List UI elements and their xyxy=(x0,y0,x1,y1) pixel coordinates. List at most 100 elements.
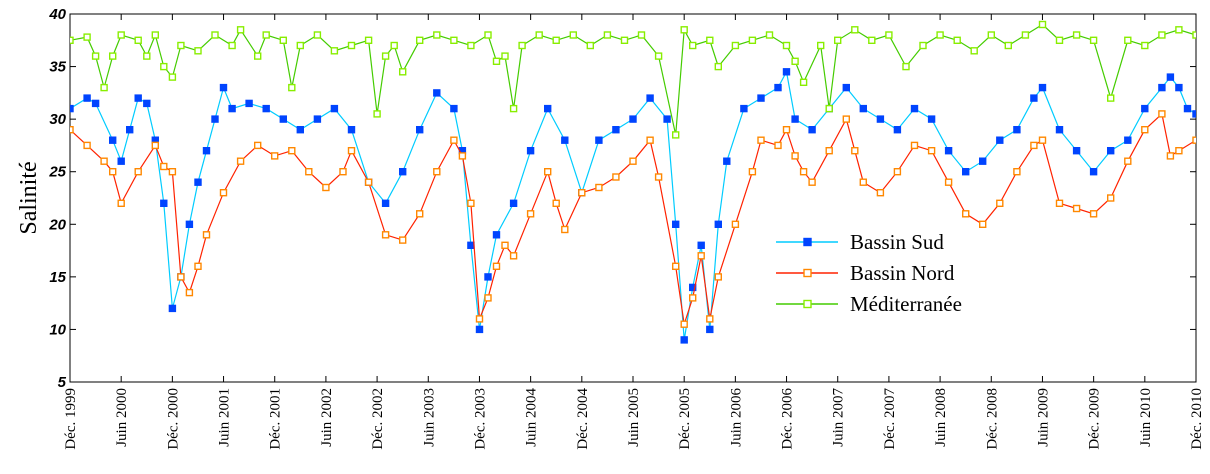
x-tick: Juin 2008 xyxy=(933,14,949,447)
data-point xyxy=(458,152,467,160)
data-point xyxy=(791,152,799,160)
data-point xyxy=(433,31,441,39)
x-tick-label: Juin 2005 xyxy=(626,388,642,447)
data-point xyxy=(347,146,356,155)
data-point xyxy=(194,47,202,55)
data-point xyxy=(305,167,313,176)
data-point xyxy=(944,146,953,155)
data-point xyxy=(1192,31,1196,39)
data-point xyxy=(569,31,577,39)
data-point xyxy=(748,36,757,44)
data-point xyxy=(117,31,125,39)
data-point xyxy=(706,315,714,323)
x-tick-label: Déc. 2009 xyxy=(1087,388,1103,450)
data-point xyxy=(202,231,211,239)
x-tick-label: Juin 2004 xyxy=(524,388,540,447)
data-point xyxy=(689,283,697,292)
data-point xyxy=(765,31,774,39)
data-point xyxy=(962,167,970,176)
x-tick: Déc. 2002 xyxy=(370,14,386,450)
data-point xyxy=(603,31,612,39)
x-tick: Juin 2004 xyxy=(524,14,540,447)
data-point xyxy=(467,199,475,208)
x-tick-label: Déc. 2000 xyxy=(165,388,181,450)
data-point xyxy=(595,136,603,144)
legend-entry: Méditerranée xyxy=(776,292,962,316)
data-point xyxy=(322,183,330,192)
legend-label: Bassin Nord xyxy=(850,261,955,285)
data-point xyxy=(868,36,876,44)
data-point xyxy=(185,220,194,229)
data-point xyxy=(654,52,663,60)
data-point xyxy=(245,99,253,108)
data-point xyxy=(1158,31,1166,39)
data-point xyxy=(910,104,919,113)
data-point xyxy=(160,62,168,71)
x-tick: Déc. 2003 xyxy=(472,14,488,450)
data-point xyxy=(851,146,859,155)
data-point xyxy=(83,141,91,150)
data-point xyxy=(1158,83,1166,92)
x-tick: Juin 2001 xyxy=(217,14,233,447)
data-point xyxy=(706,325,714,334)
y-tick-label: 10 xyxy=(49,321,66,338)
data-point xyxy=(253,141,262,150)
x-tick-label: Déc. 2003 xyxy=(472,388,488,450)
data-point xyxy=(1055,199,1064,208)
x-tick-label: Juin 2007 xyxy=(831,388,847,447)
data-point xyxy=(706,36,714,44)
data-point xyxy=(697,252,705,260)
data-point xyxy=(143,52,151,60)
data-point xyxy=(910,141,919,150)
data-point xyxy=(347,41,356,50)
data-point xyxy=(228,104,236,113)
data-point xyxy=(364,36,373,44)
data-point xyxy=(143,99,151,108)
data-point xyxy=(774,141,782,150)
data-point xyxy=(236,26,245,34)
data-point xyxy=(672,262,680,270)
data-point xyxy=(672,131,680,139)
x-tick: Déc. 2010 xyxy=(1189,14,1205,450)
y-tick-label: 15 xyxy=(49,269,66,286)
x-tick: Déc. 2001 xyxy=(268,14,284,450)
x-tick: Juin 2003 xyxy=(421,14,437,447)
data-point xyxy=(177,41,185,50)
data-point xyxy=(91,99,100,108)
y-tick-label: 25 xyxy=(48,164,66,181)
data-point xyxy=(279,115,287,123)
data-point xyxy=(646,136,654,144)
data-point xyxy=(1106,194,1115,202)
data-point xyxy=(1038,83,1047,92)
data-point xyxy=(381,52,390,60)
x-tick: Déc. 2008 xyxy=(984,14,1000,450)
data-point xyxy=(313,115,322,123)
data-point xyxy=(262,31,270,39)
data-point xyxy=(927,146,936,155)
data-point xyxy=(83,33,91,41)
x-tick: Juin 2000 xyxy=(114,14,130,447)
x-tick: Juin 2007 xyxy=(831,14,847,447)
data-point xyxy=(996,199,1004,208)
data-point xyxy=(330,47,339,55)
data-point xyxy=(1004,41,1012,50)
data-point xyxy=(970,47,978,55)
data-point xyxy=(288,83,296,92)
data-point xyxy=(1175,146,1183,155)
data-point xyxy=(876,115,885,123)
data-point xyxy=(996,136,1004,144)
data-point xyxy=(70,36,74,44)
data-point xyxy=(450,36,458,44)
data-point xyxy=(492,57,501,65)
x-tick-label: Déc. 2007 xyxy=(882,388,898,450)
data-point xyxy=(1030,141,1038,150)
data-point xyxy=(859,178,867,186)
data-point xyxy=(330,104,339,113)
data-point xyxy=(936,31,944,39)
x-tick-label: Juin 2006 xyxy=(728,388,744,447)
x-tick: Déc. 2007 xyxy=(882,14,898,450)
y-tick: 20 xyxy=(48,216,1196,233)
data-point xyxy=(518,41,526,50)
data-point xyxy=(399,236,407,244)
y-tick-label: 5 xyxy=(58,374,67,391)
